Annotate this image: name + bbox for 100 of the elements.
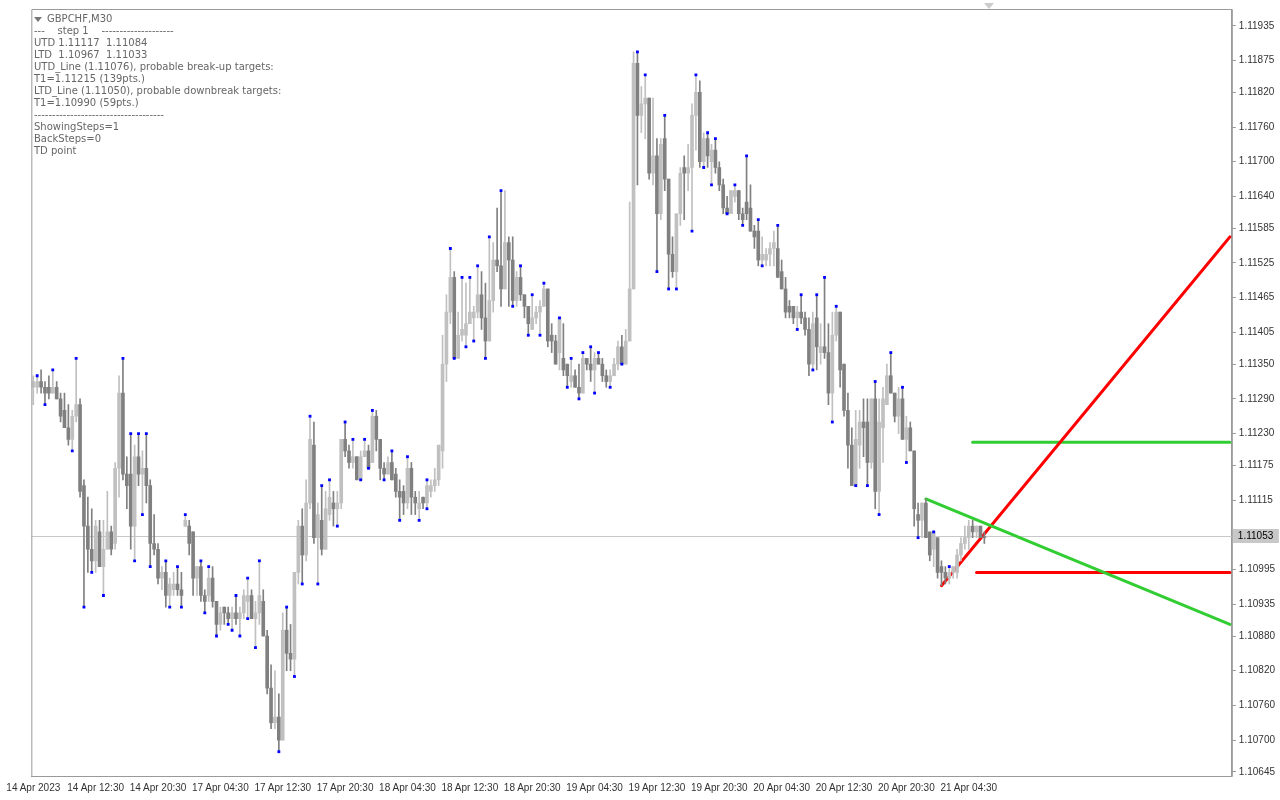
- x-tick-label: 14 Apr 12:30: [67, 781, 125, 793]
- point: [382, 478, 386, 482]
- point: [799, 293, 803, 297]
- point: [823, 275, 826, 279]
- point: [733, 183, 737, 187]
- point: [226, 623, 230, 626]
- point: [90, 570, 94, 574]
- annotation: T1=1.10990 (59pts.): [34, 97, 140, 109]
- point: [351, 437, 355, 441]
- point: [148, 565, 152, 569]
- point: [452, 356, 456, 360]
- point: [133, 559, 137, 563]
- point: [713, 137, 717, 140]
- point: [199, 559, 203, 563]
- chart-title: GBPCHF,M30: [47, 13, 113, 25]
- x-tick-label: 21 Apr 04:30: [940, 781, 998, 793]
- point: [710, 183, 713, 187]
- point: [565, 385, 569, 389]
- point: [663, 114, 667, 117]
- point: [581, 351, 585, 354]
- point: [183, 513, 187, 516]
- point: [476, 264, 480, 268]
- point: [468, 275, 472, 279]
- y-tick-label: 1.10700: [1238, 733, 1276, 745]
- point: [359, 478, 363, 482]
- point: [207, 565, 211, 569]
- x-tick-label: 17 Apr 12:30: [254, 781, 312, 793]
- point: [620, 362, 624, 366]
- point: [176, 565, 179, 569]
- y-tick-label: 1.11760: [1238, 120, 1275, 132]
- point: [484, 356, 487, 360]
- y-tick-label: 1.11175: [1238, 459, 1274, 471]
- x-tick-label: 19 Apr 20:30: [690, 781, 749, 793]
- annotation: UTD 1.11117 1.11084: [34, 37, 149, 49]
- y-tick-label: 1.10880: [1238, 629, 1276, 641]
- point: [526, 333, 530, 337]
- point: [756, 218, 760, 221]
- point: [363, 437, 367, 441]
- x-tick-label: 18 Apr 04:30: [379, 781, 437, 793]
- y-tick-label: 1.11525: [1238, 256, 1275, 268]
- point: [530, 293, 534, 297]
- point: [367, 466, 370, 470]
- point: [179, 605, 183, 609]
- point: [904, 461, 908, 464]
- point: [866, 484, 869, 488]
- point: [725, 212, 729, 216]
- annotation: ShowingSteps=1: [34, 121, 121, 133]
- y-tick-label: 1.11405: [1238, 326, 1275, 338]
- point: [398, 518, 402, 522]
- point: [254, 646, 257, 649]
- point: [542, 281, 546, 285]
- y-tick-label: 1.11465: [1238, 291, 1275, 303]
- x-tick-label: 17 Apr 04:30: [192, 781, 250, 793]
- x-tick-label: 17 Apr 20:30: [316, 781, 374, 793]
- ref-line-label: 1.11053: [1237, 529, 1274, 541]
- annotation: TD point: [34, 145, 78, 157]
- point: [102, 594, 105, 597]
- point: [877, 513, 881, 516]
- point: [168, 605, 172, 609]
- annotation: LTD 1.10967 1.11033: [34, 49, 149, 61]
- x-tick-label: 20 Apr 20:30: [878, 781, 936, 793]
- point: [203, 611, 207, 615]
- x-tick-label: 18 Apr 12:30: [441, 781, 499, 793]
- y-tick-label: 1.11700: [1238, 155, 1275, 167]
- point: [519, 264, 522, 268]
- point: [328, 478, 331, 482]
- point: [741, 223, 745, 227]
- y-tick-label: 1.11640: [1238, 190, 1275, 202]
- x-tick-label: 19 Apr 04:30: [566, 781, 624, 793]
- y-tick-label: 1.11875: [1238, 54, 1275, 66]
- x-tick-label: 20 Apr 12:30: [815, 781, 873, 793]
- point: [293, 675, 296, 678]
- point: [448, 247, 452, 250]
- point: [947, 565, 951, 569]
- point: [246, 617, 250, 621]
- point: [74, 356, 78, 360]
- y-tick-label: 1.10820: [1238, 664, 1276, 676]
- point: [834, 304, 838, 308]
- point: [511, 304, 515, 308]
- y-tick-label: 1.11230: [1238, 427, 1275, 439]
- y-tick-label: 1.10760: [1238, 699, 1276, 711]
- point: [35, 374, 39, 378]
- point: [889, 351, 893, 354]
- x-tick-label: 14 Apr 20:30: [129, 781, 187, 793]
- point: [137, 432, 140, 435]
- annotation: UTD_Line (1.11076), probable break-up targets:: [34, 61, 275, 73]
- point: [370, 409, 374, 412]
- point: [636, 50, 639, 54]
- annotation: LTD_Line (1.11050), probable downbreak targets:: [34, 85, 282, 97]
- y-tick-label: 1.11585: [1238, 221, 1275, 233]
- point: [608, 385, 612, 389]
- point: [144, 432, 148, 435]
- annotation: T1=1.11215 (139pts.): [34, 73, 146, 85]
- candlestick: [729, 190, 733, 215]
- x-tick-label: 20 Apr 04:30: [753, 781, 811, 793]
- point: [246, 576, 250, 580]
- point: [932, 530, 936, 534]
- annotation: --- step 1 --------------------: [34, 25, 175, 37]
- x-tick-label: 14 Apr 2023: [6, 781, 61, 793]
- y-tick-label: 1.11935: [1238, 19, 1275, 31]
